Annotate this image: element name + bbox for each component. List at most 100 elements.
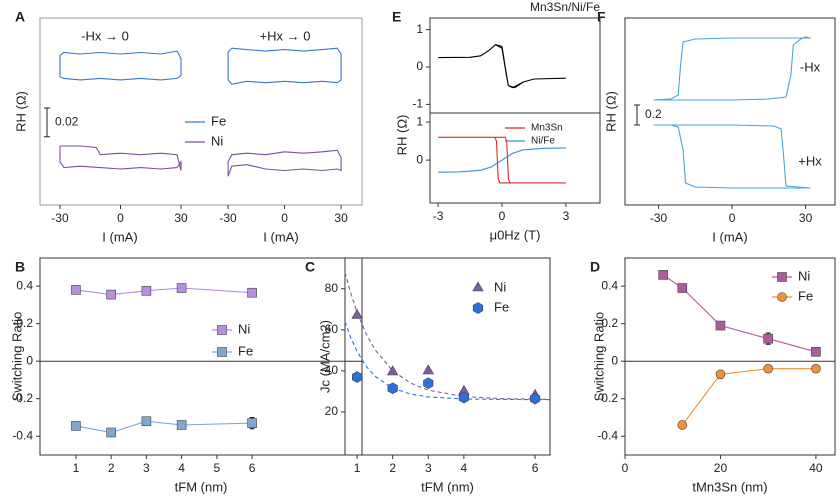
marker <box>658 270 668 280</box>
legend-label: Fe <box>211 113 226 128</box>
panel-e-frame <box>429 17 601 204</box>
panel-letter: B <box>15 259 25 275</box>
x-tick-label: 4 <box>178 461 185 475</box>
legend-marker <box>217 325 227 335</box>
series-line <box>59 50 182 81</box>
x-tick-label: 40 <box>809 461 823 475</box>
y-tick-label: 0 <box>416 59 423 73</box>
x-axis-label: tMn3Sn (nm) <box>692 479 767 494</box>
x-axis-label: I (mA) <box>102 229 137 244</box>
marker <box>458 391 469 404</box>
x-axis-label: μ0Hz (T) <box>490 227 541 242</box>
marker <box>247 287 257 298</box>
series-line <box>681 368 816 426</box>
y-tick-label: 1 <box>416 114 423 128</box>
x-axis-label: I (mA) <box>263 229 298 244</box>
marker <box>141 416 152 427</box>
marker <box>106 427 116 438</box>
series-line <box>438 43 566 89</box>
marker <box>529 392 541 405</box>
marker <box>386 365 399 376</box>
x-tick-label: 2 <box>108 461 115 475</box>
x-tick-label: 3 <box>425 461 432 475</box>
marker <box>351 308 363 319</box>
x-tick-label: 0 <box>729 211 736 225</box>
plot-frame <box>344 257 551 456</box>
marker <box>422 364 435 375</box>
y-tick-label: 20 <box>325 404 339 418</box>
x-axis-label: I (mA) <box>712 229 747 244</box>
series-line <box>344 272 551 400</box>
marker <box>247 418 257 428</box>
scale-bar-label: 0.2 <box>645 107 662 121</box>
marker <box>677 420 688 430</box>
x-tick-label: -30 <box>51 211 69 225</box>
plot-frame <box>39 257 363 456</box>
panel-letter: E <box>392 9 401 25</box>
chart-title: Mn3Sn/Ni/Fe <box>530 0 600 14</box>
y-axis-label: RH (Ω) <box>603 91 618 132</box>
series-line <box>75 420 253 434</box>
panel-letter: D <box>590 259 600 275</box>
series-line <box>75 287 253 296</box>
y-tick-label: 0 <box>26 353 33 367</box>
panel-letter: F <box>597 9 606 25</box>
annotation: +Hx → 0 <box>260 28 311 43</box>
annotation: -Hx <box>800 59 821 74</box>
x-tick-label: 1 <box>354 461 361 475</box>
series-line <box>438 136 566 184</box>
series-line <box>653 36 811 101</box>
legend-marker <box>472 302 484 314</box>
x-tick-label: 0 <box>622 461 629 475</box>
series-line <box>227 149 342 177</box>
plot-frame <box>429 112 601 204</box>
y-tick-label: -0.2 <box>597 391 618 405</box>
y-tick-label: 0 <box>416 152 423 166</box>
legend-label: Mn3Sn <box>531 123 563 134</box>
x-tick-label: 30 <box>334 211 348 225</box>
x-tick-label: -30 <box>219 211 237 225</box>
x-tick-label: 3 <box>563 209 570 223</box>
y-tick-label: 80 <box>325 281 339 295</box>
y-tick-label: 0.4 <box>16 278 33 292</box>
x-tick-label: 0 <box>281 211 288 225</box>
x-tick-label: -30 <box>650 211 668 225</box>
y-tick-label: 40 <box>325 363 339 377</box>
marker <box>387 382 398 395</box>
marker <box>176 420 187 430</box>
series-line <box>227 47 342 85</box>
plot-frame <box>624 17 836 206</box>
series-line <box>344 321 550 401</box>
marker <box>176 283 187 293</box>
y-tick-label: 1 <box>416 22 423 36</box>
legend-marker <box>777 272 787 282</box>
legend-marker <box>777 292 787 302</box>
y-tick-label: 0 <box>611 353 618 367</box>
x-tick-label: 0 <box>499 209 506 223</box>
y-tick-label: -0.4 <box>597 428 618 442</box>
x-tick-label: -3 <box>433 209 444 223</box>
panel-letter: C <box>305 259 315 275</box>
x-tick-label: 30 <box>799 211 813 225</box>
scale-bar-label: 0.02 <box>55 115 79 129</box>
marker <box>71 421 81 431</box>
x-tick-label: 20 <box>714 461 728 475</box>
legend-marker <box>472 281 484 292</box>
y-axis-label: Switching Ratio <box>591 312 606 402</box>
x-axis-label: tFM (nm) <box>421 479 474 494</box>
series-line <box>59 145 182 171</box>
y-tick-label: 0.2 <box>601 316 618 330</box>
legend-label: Ni <box>211 133 223 148</box>
panel-letter: A <box>15 9 25 25</box>
marker <box>423 377 434 390</box>
y-tick-label: -1 <box>412 97 423 111</box>
series-line <box>438 147 566 173</box>
x-tick-label: 5 <box>214 461 221 475</box>
x-tick-label: 3 <box>143 461 150 475</box>
legend-label: Fe <box>798 288 813 303</box>
scale-bar <box>44 107 50 138</box>
x-tick-label: 6 <box>249 461 256 475</box>
legend-label: Ni <box>798 268 810 283</box>
x-tick-label: 4 <box>461 461 468 475</box>
